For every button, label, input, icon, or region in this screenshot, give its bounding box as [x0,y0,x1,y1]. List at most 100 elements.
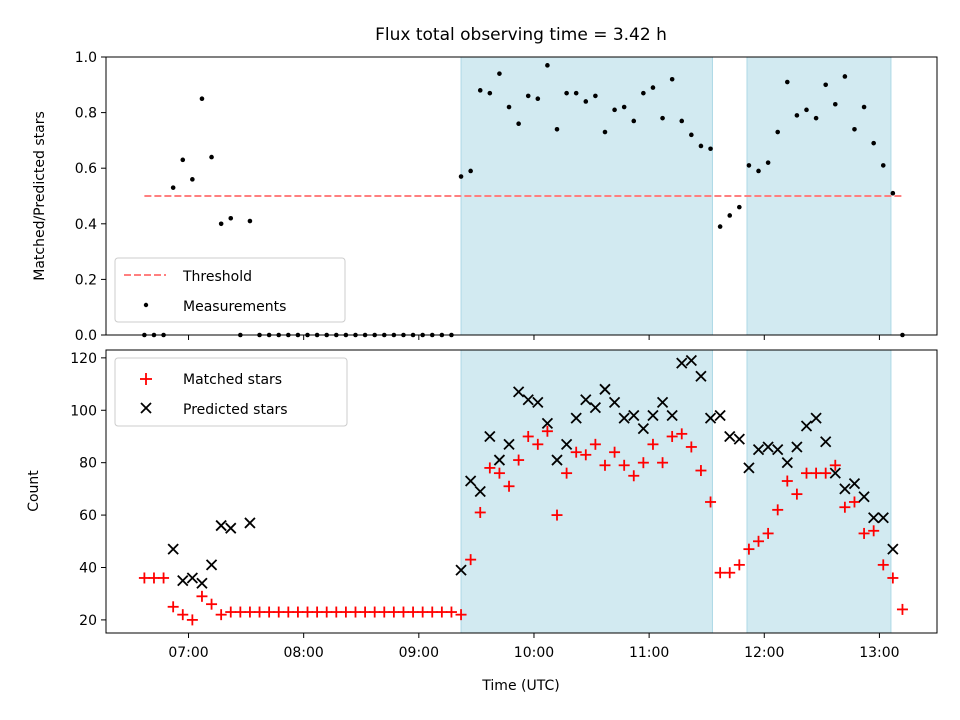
measurement-point [372,332,377,338]
y-tick-label: 0.6 [75,161,97,177]
measurement-point [727,213,733,218]
measurement-point [775,129,781,135]
measurement-point [266,332,272,338]
matched-star-point [359,606,371,618]
measurement-point [871,140,876,146]
matched-star-point [340,606,352,618]
measurement-point [401,332,406,338]
measurement-point [477,88,483,93]
observing-span [460,349,713,634]
matched-star-point [321,606,333,618]
measurement-point [602,129,608,135]
measurement-point [218,221,224,227]
matched-star-point [522,430,534,442]
measurement-point [142,332,147,338]
y-tick-label: 60 [79,508,97,524]
measurement-point [516,121,521,127]
legend-measurements-swatch [143,302,149,308]
measurement-point [641,90,646,96]
x-tick-label: 13:00 [859,645,899,661]
x-axis-label: Time (UTC) [481,678,559,694]
matched-star-point [330,606,342,618]
matched-star-point [580,449,592,461]
measurement-point [717,224,723,229]
x-tick-label: 07:00 [168,645,208,661]
measurement-point [612,107,617,113]
predicted-star-point [167,543,179,555]
bottom-y-axis-label: Count [26,470,42,512]
predicted-star-point [877,512,889,524]
matched-star-point [647,438,659,450]
predicted-star-point [666,409,678,422]
measurement-point [391,332,397,338]
predicted-star-point [512,386,525,398]
matched-star-point [877,559,889,571]
predicted-star-point [186,572,198,584]
measurement-point [199,96,205,101]
chart-title: Flux total observing time = 3.42 h [375,25,667,45]
predicted-star-point [589,402,602,414]
matched-star-point [810,467,822,479]
matched-star-point [868,525,880,537]
measurement-point [151,332,157,338]
matched-star-point [244,606,256,618]
matched-star-point [407,606,419,618]
predicted-star-point [724,430,736,443]
matched-star-point [628,470,640,482]
measurement-point [286,332,291,338]
matched-star-point [196,590,208,602]
x-tick-label: 08:00 [283,645,323,661]
measurement-point [257,332,262,338]
matched-star-point [762,527,774,539]
predicted-star-point [800,420,813,432]
predicted-star-point [781,457,793,469]
matched-star-point [887,572,899,584]
matched-star-point [839,501,851,513]
measurement-point [746,163,752,168]
measurement-point [545,63,550,68]
matched-star-point [743,543,755,555]
predicted-star-point [733,433,745,445]
matched-star-point [177,609,189,621]
matched-star-point [666,430,678,442]
measurement-point [650,85,656,90]
measurement-point [362,332,368,338]
matched-star-point [436,606,448,618]
matched-star-point [273,606,285,618]
matched-star-point [848,496,860,508]
measurement-point [765,160,771,165]
measurement-point [238,332,243,338]
predicted-star-point [465,475,477,487]
matched-star-point [657,457,669,469]
measurement-point [794,113,800,118]
measurement-point [583,99,589,104]
measurement-point [314,332,320,338]
legend-matched-swatch [140,373,152,385]
measurement-point [852,126,857,132]
predicted-star-point [608,396,621,409]
matched-star-point [215,609,227,621]
matched-star-point [753,535,765,547]
measurement-point [823,82,828,88]
y-tick-label: 40 [79,560,97,576]
matched-star-point [378,606,390,618]
predicted-star-point [503,438,515,450]
matched-star-point [138,572,150,584]
matched-star-point [896,603,908,615]
matched-star-point [388,606,400,618]
predicted-star-point [599,383,611,395]
measurement-point [679,118,685,124]
predicted-star-point [637,422,650,435]
measurement-point [497,71,502,76]
measurement-point [564,90,569,96]
measurement-point [660,115,665,121]
predicted-star-point [225,522,237,534]
measurement-point [880,163,886,168]
measurement-point [785,79,790,85]
measurement-point [861,104,867,110]
predicted-star-point [810,412,822,424]
predicted-star-point [714,409,726,422]
measurement-point [295,332,301,338]
measurement-point [429,332,435,338]
predicted-star-point [656,396,669,409]
